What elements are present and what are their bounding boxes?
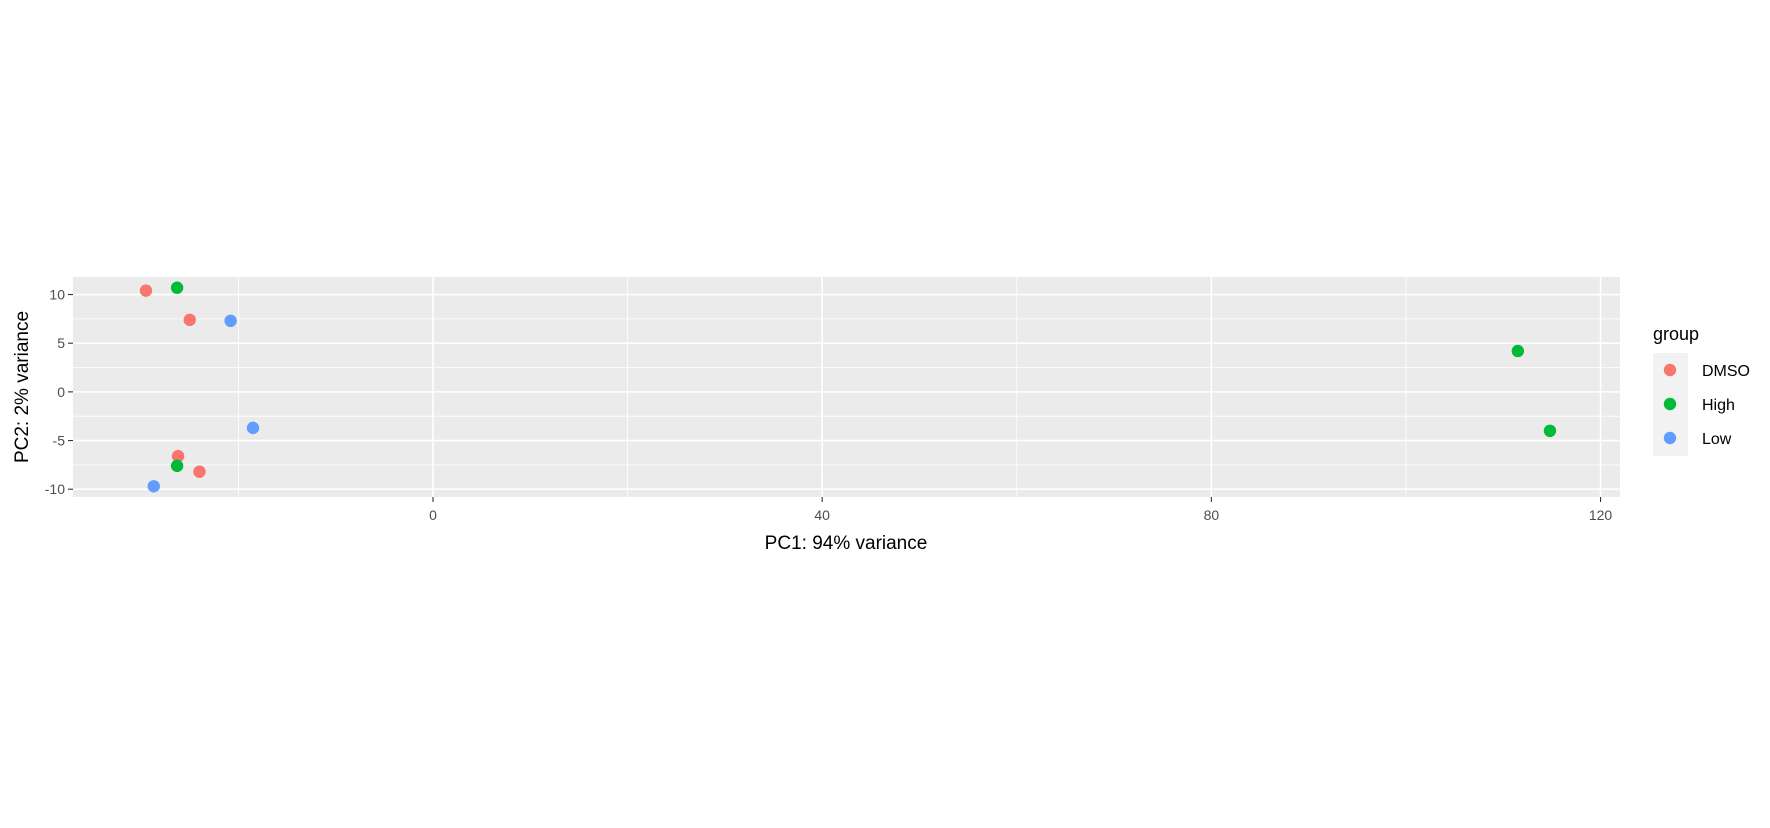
y-tick-label: 0 <box>57 384 65 400</box>
data-point-high <box>170 281 184 294</box>
major-gridlines <box>73 277 1620 497</box>
data-point-low <box>147 480 160 493</box>
minor-gridlines <box>73 277 1620 497</box>
y-tick-label: 10 <box>49 287 65 303</box>
tick-labels: 0 40 80 120 -10 -5 0 5 10 <box>45 287 1613 523</box>
x-tick-label: 80 <box>1204 507 1220 523</box>
data-point-dmso <box>183 313 196 327</box>
data-points <box>139 281 1557 493</box>
data-point-high <box>1511 344 1525 358</box>
y-tick-label: -5 <box>53 433 66 449</box>
x-axis-title: PC1: 94% variance <box>765 533 928 554</box>
legend-items: DMSO High Low <box>1663 363 1750 448</box>
axis-ticks <box>68 293 1602 502</box>
legend-key-dmso <box>1663 363 1677 377</box>
data-point-low <box>224 314 237 328</box>
data-point-high <box>1543 424 1557 438</box>
legend: group DMSO High Low <box>1653 324 1750 456</box>
data-point-dmso <box>139 284 153 297</box>
data-point-dmso <box>193 465 206 478</box>
legend-key-low <box>1663 431 1677 445</box>
legend-label-dmso: DMSO <box>1702 363 1750 380</box>
legend-label-low: Low <box>1702 431 1732 448</box>
data-point-dmso <box>171 449 185 463</box>
x-tick-label: 120 <box>1589 507 1613 523</box>
x-tick-label: 40 <box>814 507 830 523</box>
legend-title: group <box>1653 324 1699 344</box>
legend-label-high: High <box>1702 397 1735 414</box>
data-point-high <box>170 459 184 473</box>
y-tick-label: -10 <box>45 481 65 497</box>
legend-key-high <box>1663 397 1677 411</box>
y-tick-label: 5 <box>57 335 65 351</box>
y-axis-title: PC2: 2% variance <box>12 311 33 463</box>
panel-background <box>73 277 1620 497</box>
data-point-low <box>246 421 260 435</box>
x-tick-label: 0 <box>429 507 437 523</box>
